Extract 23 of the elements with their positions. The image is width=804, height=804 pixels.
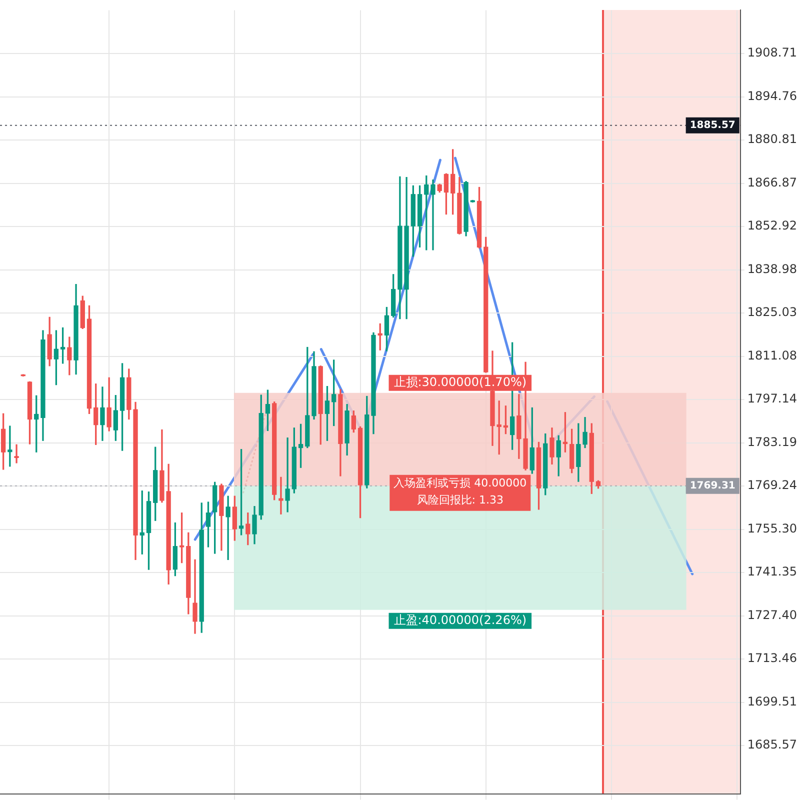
y-tick-label: 1769.24 [747,478,797,492]
y-tick-label: 1852.92 [747,218,797,233]
y-tick-label: 1880.81 [747,132,797,146]
annotation: 风险回报比: 1.33 [416,494,504,507]
y-tick-label: 1699.51 [747,694,797,708]
y-tick-label: 1741.35 [747,564,797,579]
band-label: 止损:30.00000(1.70%) [394,374,527,389]
y-tick-label: 1894.76 [747,88,797,103]
y-tick-label: 1755.30 [747,521,797,536]
y-tick-label: 1783.19 [747,434,797,449]
y-tick-label: 1825.03 [747,305,797,320]
y-tick-label: 1797.14 [747,392,797,406]
y-tick-label: 1838.98 [747,262,797,276]
y-tick-label: 1727.40 [747,608,797,622]
band-label: 止盈:40.00000(2.26%) [394,613,527,628]
y-tick-label: 1811.08 [747,348,797,362]
ref-line-label: 1885.57 [690,120,736,131]
y-tick-label: 1866.87 [747,175,797,190]
ref-line-label: 1769.31 [690,480,736,492]
y-tick-label: 1685.57 [747,738,797,752]
annotation: 入场盈利或亏损 40.00000 [394,476,527,490]
y-tick-label: 1908.71 [747,46,797,60]
y-tick-label: 1713.46 [747,651,797,666]
